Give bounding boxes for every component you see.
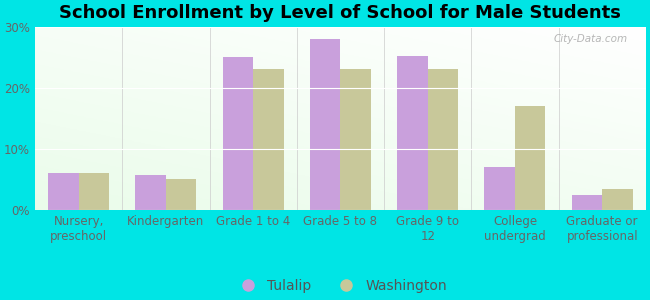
Legend: Tulalip, Washington: Tulalip, Washington: [228, 273, 452, 298]
Text: City-Data.com: City-Data.com: [553, 34, 627, 44]
Bar: [571, 195, 602, 210]
Bar: [135, 175, 166, 210]
Bar: [515, 106, 545, 210]
Bar: [341, 69, 371, 210]
Bar: [253, 69, 283, 210]
Bar: [79, 173, 109, 210]
Title: School Enrollment by Level of School for Male Students: School Enrollment by Level of School for…: [60, 4, 621, 22]
Bar: [428, 69, 458, 210]
Bar: [484, 167, 515, 210]
Bar: [310, 39, 341, 210]
Bar: [602, 189, 632, 210]
Bar: [397, 56, 428, 210]
Bar: [166, 179, 196, 210]
Bar: [223, 57, 253, 210]
Bar: [48, 173, 79, 210]
